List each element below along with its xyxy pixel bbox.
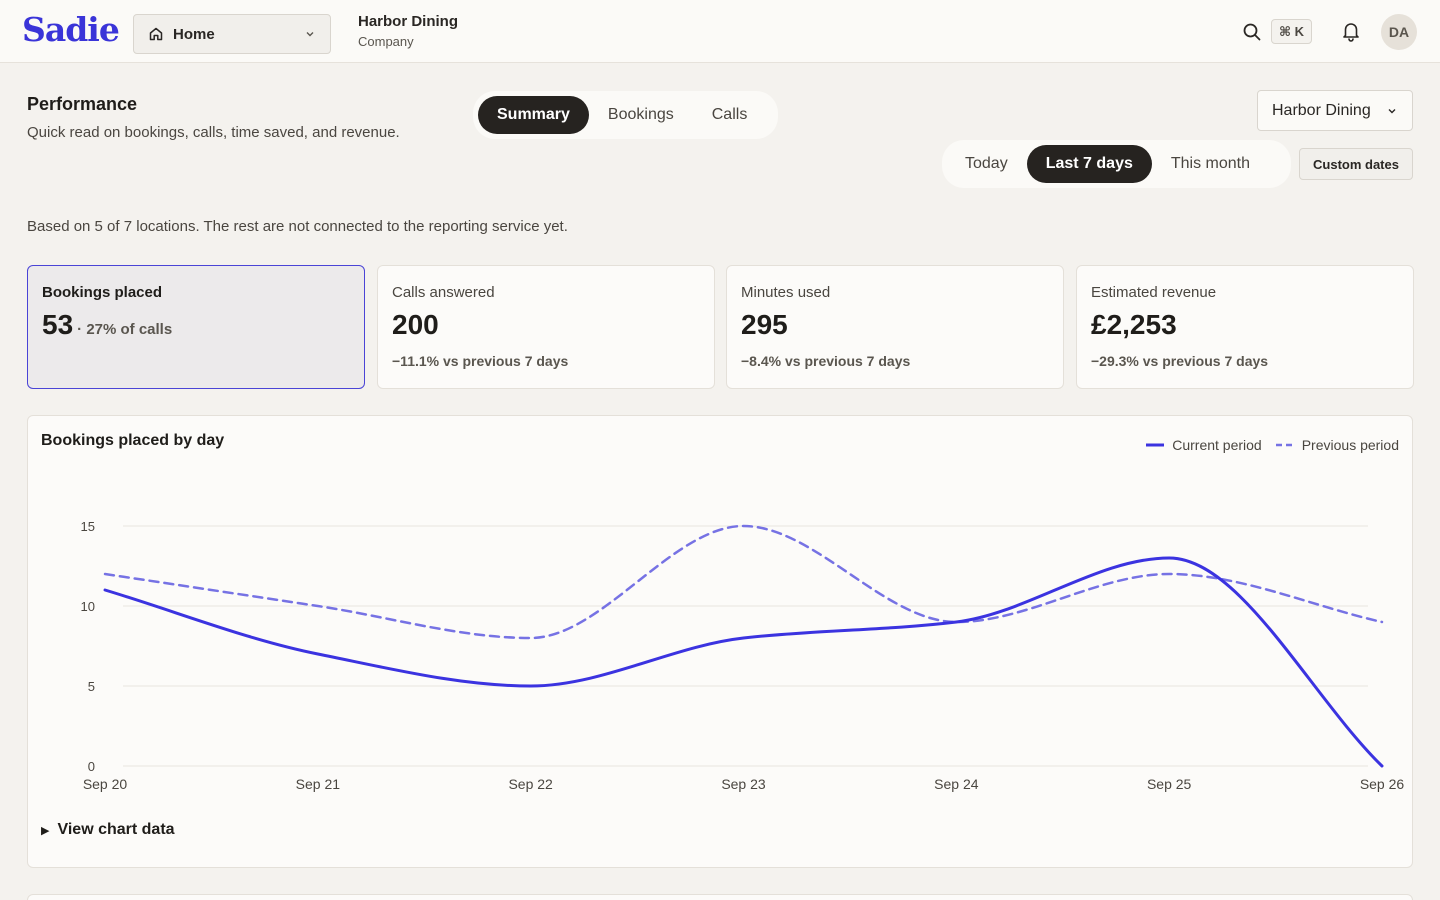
stat-card-bookings[interactable]: Bookings placed 53 · 27% of calls [27,265,365,389]
page-subtitle: Quick read on bookings, calls, time save… [27,124,400,141]
x-tick-label: Sep 23 [721,776,766,792]
stat-card-revenue[interactable]: Estimated revenue £2,253 −29.3% vs previ… [1076,265,1414,389]
chart-panel: Bookings placed by day Current period Pr… [27,415,1413,868]
series-line-current [103,556,1384,768]
location-select-label: Harbor Dining [1272,101,1371,119]
line-chart: 0 5 10 15 Sep 20 Sep 21 Sep 22 Sep 23 Sep 24 Sep … [81,519,1405,792]
series-line-previous [103,524,1384,640]
chevron-down-icon [1386,105,1398,117]
page-title: Performance [27,94,138,114]
stat-delta: −29.3% vs previous 7 days [1091,353,1269,369]
next-panel [27,894,1413,900]
view-tabs: Summary Bookings Calls [473,91,778,139]
stat-value: 200 [392,309,439,340]
range-today[interactable]: Today [965,155,1008,172]
stat-inline: · 27% of calls [77,321,173,338]
org-info: Harbor Dining Company [358,13,458,49]
x-tick-label: Sep 20 [83,776,128,792]
nav-select-label: Home [173,25,215,43]
custom-dates-button[interactable]: Custom dates [1299,148,1413,180]
search-shortcut-badge[interactable]: ⌘ K [1271,19,1312,44]
stat-label: Calls answered [392,284,495,301]
legend-previous: Previous period [1275,437,1399,453]
chart-title: Bookings placed by day [41,432,225,449]
chevron-down-icon [304,28,316,40]
y-tick-label: 0 [88,759,95,774]
legend-swatch-current [1146,443,1165,447]
coverage-note: Based on 5 of 7 locations. The rest are … [27,218,568,235]
y-tick-label: 5 [88,679,95,694]
tab-bookings[interactable]: Bookings [607,106,674,123]
top-bar: Sadie Home Harbor Dining Company ⌘ K DA [0,0,1440,63]
stat-label: Minutes used [741,284,831,301]
app-logo[interactable]: Sadie [22,10,120,49]
y-tick-label: 15 [81,519,95,534]
view-chart-data-label: View chart data [57,821,175,838]
stat-delta: −11.1% vs previous 7 days [392,353,569,369]
x-tick-label: Sep 22 [508,776,553,792]
legend-current: Current period [1146,437,1262,453]
date-range-tabs: Today Last 7 days This month [942,140,1291,188]
stat-value: £2,253 [1091,309,1177,340]
x-tick-label: Sep 21 [296,776,341,792]
org-name: Harbor Dining [358,13,458,30]
legend-label: Current period [1172,437,1262,453]
legend-label: Previous period [1301,437,1399,453]
legend-swatch-previous [1275,443,1294,447]
home-icon [148,26,164,42]
x-tick-label: Sep 24 [934,776,979,792]
range-this-month[interactable]: This month [1170,155,1250,172]
avatar[interactable]: DA [1381,14,1417,50]
disclosure-triangle-icon: ▶ [41,824,50,837]
view-chart-data-toggle[interactable]: ▶ View chart data [41,821,175,839]
stat-card-calls[interactable]: Calls answered 200 −11.1% vs previous 7 … [377,265,715,389]
x-tick-label: Sep 26 [1360,776,1405,792]
range-last-7-days[interactable]: Last 7 days [1026,145,1152,183]
y-tick-label: 10 [81,599,95,614]
search-icon[interactable] [1242,22,1262,42]
tab-calls[interactable]: Calls [711,106,748,123]
bell-icon[interactable] [1340,20,1362,42]
stat-label: Estimated revenue [1091,284,1217,301]
chart-legend: Current period Previous period [1132,437,1399,453]
stat-delta: −8.4% vs previous 7 days [741,353,911,369]
stat-label: Bookings placed [42,284,163,301]
stat-value: 53 [42,309,74,340]
tab-summary[interactable]: Summary [478,96,589,134]
org-role: Company [358,34,414,49]
nav-select[interactable]: Home [133,14,331,54]
stat-card-minutes[interactable]: Minutes used 295 −8.4% vs previous 7 day… [726,265,1064,389]
x-tick-label: Sep 25 [1147,776,1192,792]
stat-value: 295 [741,309,788,340]
location-select[interactable]: Harbor Dining [1257,90,1413,131]
